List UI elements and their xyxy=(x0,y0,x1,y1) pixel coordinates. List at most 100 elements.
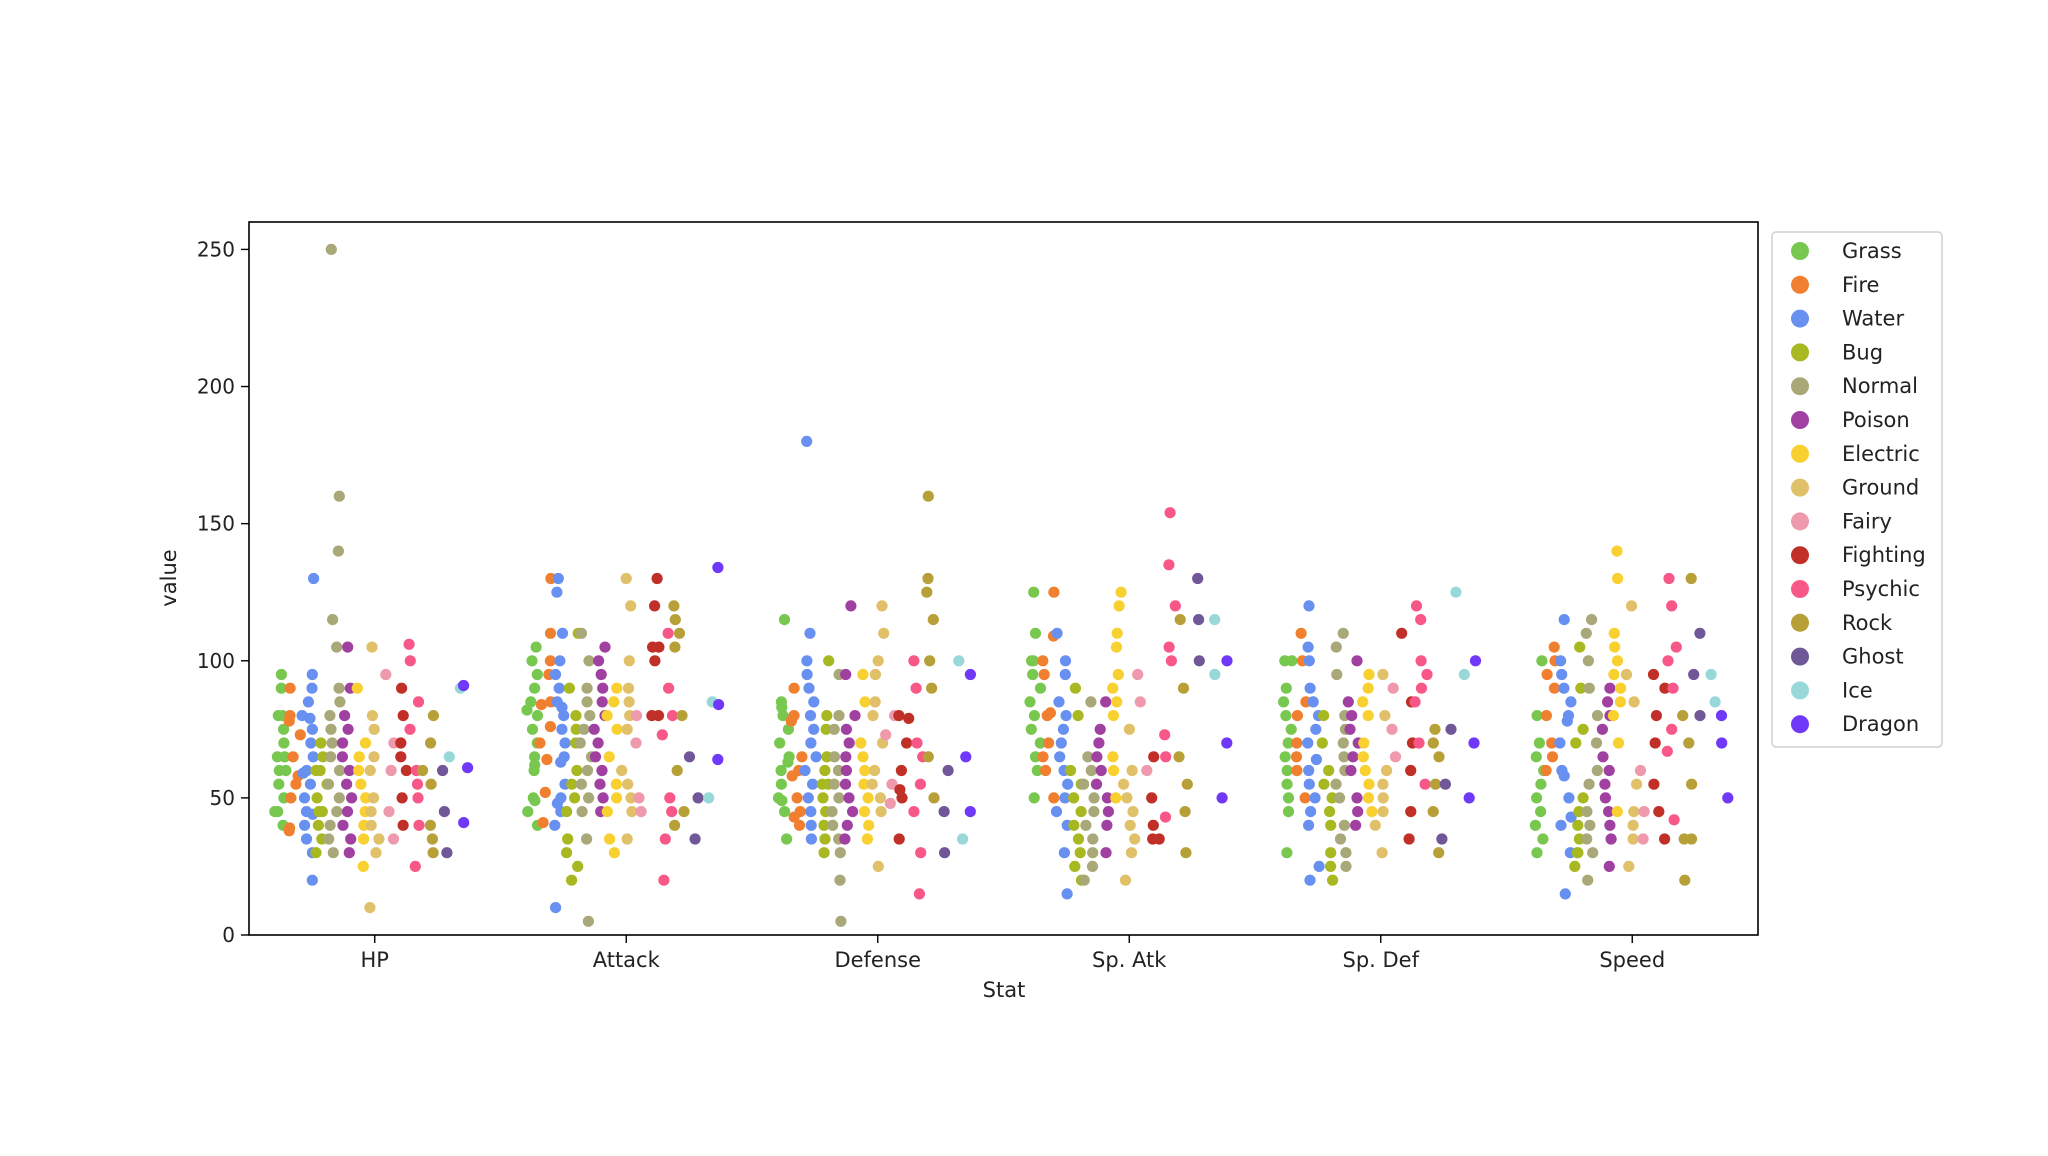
data-point xyxy=(1634,764,1647,777)
data-point xyxy=(1340,860,1352,873)
data-point xyxy=(395,737,407,749)
data-point xyxy=(575,778,588,790)
data-point xyxy=(1548,641,1560,653)
data-point xyxy=(626,806,638,818)
data-point xyxy=(957,833,969,845)
legend-marker xyxy=(1791,242,1809,260)
data-point xyxy=(1573,806,1585,818)
data-point xyxy=(339,710,351,722)
data-point xyxy=(801,435,813,447)
data-point xyxy=(1529,819,1541,831)
data-point xyxy=(1337,627,1349,639)
data-point xyxy=(1569,860,1581,873)
data-point xyxy=(1101,819,1113,831)
legend-box xyxy=(1771,231,1943,748)
data-point xyxy=(804,710,817,722)
data-point xyxy=(1325,819,1337,831)
data-point xyxy=(1396,627,1408,639)
data-point xyxy=(1048,792,1060,804)
data-point xyxy=(857,751,869,763)
data-point xyxy=(1558,682,1570,694)
data-point xyxy=(1050,806,1063,818)
data-point xyxy=(1062,778,1074,790)
data-point xyxy=(1074,847,1086,859)
data-point xyxy=(285,792,297,804)
data-point xyxy=(396,682,408,694)
data-point xyxy=(1386,723,1398,735)
data-point xyxy=(1668,814,1680,826)
data-point xyxy=(596,764,608,777)
data-point xyxy=(272,806,284,818)
data-point xyxy=(872,860,884,873)
data-point xyxy=(1278,696,1290,708)
data-point xyxy=(311,792,323,804)
data-point xyxy=(1087,833,1099,845)
data-point xyxy=(1121,792,1133,804)
data-point xyxy=(802,792,814,804)
data-point xyxy=(1216,792,1228,804)
data-point xyxy=(863,819,875,831)
data-point xyxy=(1086,860,1099,873)
data-point xyxy=(1556,764,1568,777)
data-point xyxy=(1597,751,1609,763)
data-point xyxy=(1034,682,1047,694)
data-point xyxy=(964,668,977,681)
data-point xyxy=(1623,860,1635,873)
legend: Grass Fire Water Bug Normal Poison Electric Gro… xyxy=(1771,231,1943,748)
data-point xyxy=(673,627,686,639)
data-point xyxy=(1165,655,1177,667)
data-point xyxy=(324,819,336,831)
data-point xyxy=(1303,764,1315,777)
data-point xyxy=(331,806,343,818)
data-point xyxy=(424,819,436,831)
data-point xyxy=(1694,710,1706,722)
data-point xyxy=(458,679,470,692)
data-point xyxy=(1119,874,1132,886)
data-point xyxy=(840,668,852,681)
data-point xyxy=(1179,806,1191,818)
data-point xyxy=(397,819,409,831)
data-point xyxy=(819,764,831,777)
data-point xyxy=(666,710,679,722)
data-point xyxy=(325,243,337,255)
legend-marker xyxy=(1791,309,1809,328)
data-point xyxy=(611,723,623,735)
data-point xyxy=(1291,710,1303,722)
data-point xyxy=(1603,764,1615,777)
data-point xyxy=(437,764,449,777)
data-point xyxy=(1318,778,1330,790)
data-point xyxy=(275,668,287,681)
data-point xyxy=(358,833,370,845)
data-point xyxy=(908,806,920,818)
data-point xyxy=(805,806,817,818)
legend-label: Ice xyxy=(1842,678,1873,702)
data-point xyxy=(818,847,830,859)
data-point xyxy=(1345,764,1357,777)
data-point xyxy=(1468,737,1480,749)
data-point xyxy=(566,874,578,886)
data-point xyxy=(1193,655,1205,667)
data-point xyxy=(1160,751,1172,763)
data-point xyxy=(370,847,382,859)
data-point xyxy=(840,751,852,763)
legend-label: Ghost xyxy=(1842,645,1904,669)
data-point xyxy=(403,638,415,650)
data-point xyxy=(808,696,820,708)
data-point xyxy=(1433,847,1445,859)
data-points xyxy=(269,243,1734,927)
data-point xyxy=(443,751,455,763)
data-point xyxy=(1307,696,1319,708)
data-point xyxy=(1304,874,1316,886)
data-point xyxy=(1028,710,1040,722)
data-point xyxy=(531,668,543,681)
data-point xyxy=(412,696,425,708)
data-point xyxy=(1376,847,1388,859)
data-point xyxy=(599,641,611,653)
data-point xyxy=(1637,833,1649,845)
legend-marker xyxy=(1791,613,1809,632)
data-point xyxy=(777,710,789,722)
data-point xyxy=(287,751,299,763)
data-point xyxy=(796,751,808,763)
data-point xyxy=(1405,764,1417,777)
data-point xyxy=(1088,792,1100,804)
